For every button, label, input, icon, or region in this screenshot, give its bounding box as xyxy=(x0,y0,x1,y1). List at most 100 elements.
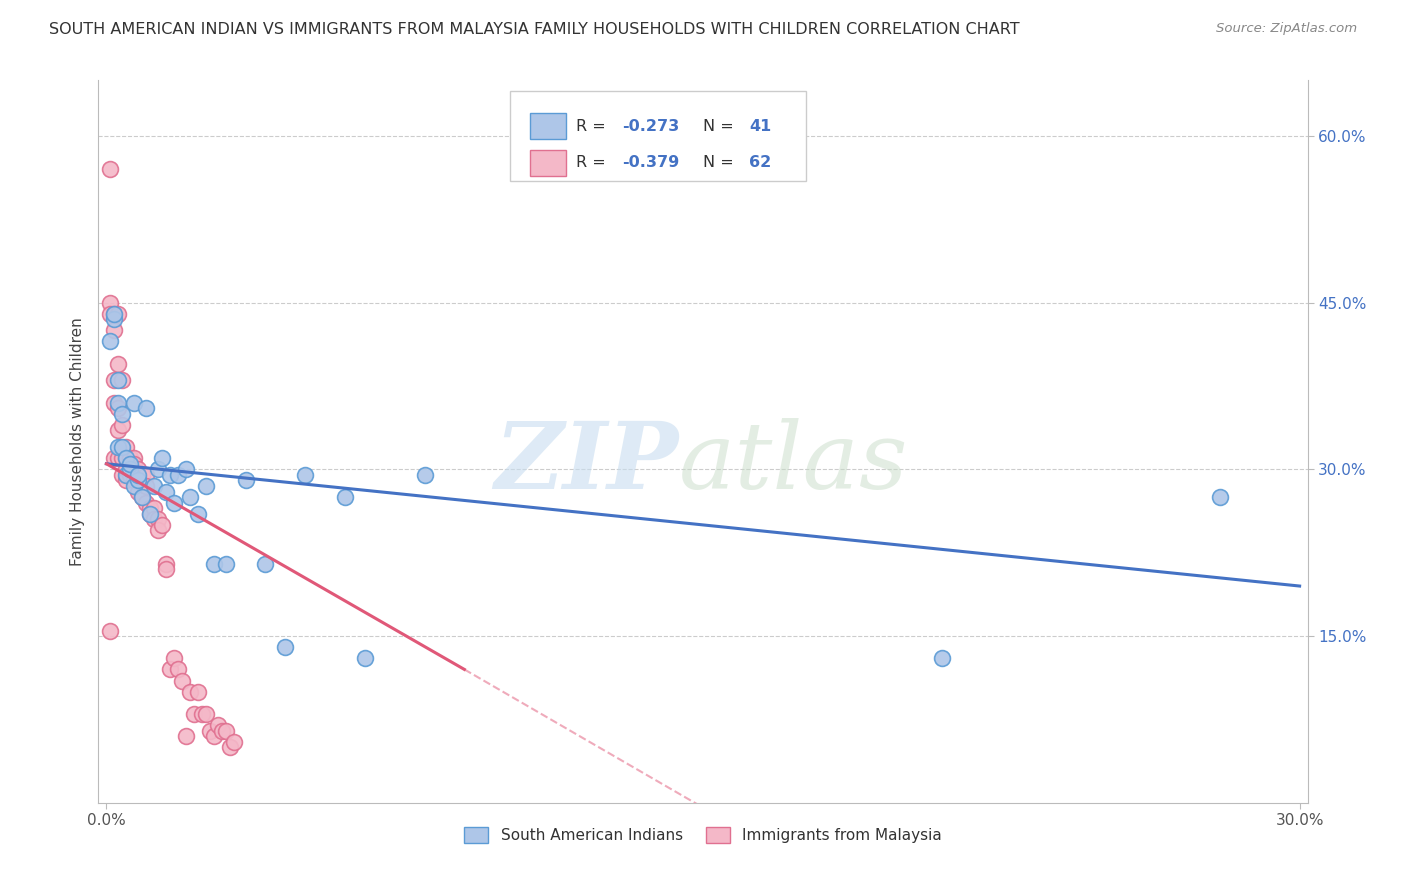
Point xyxy=(215,723,238,738)
Point xyxy=(115,467,138,482)
Point xyxy=(122,457,145,471)
Point xyxy=(107,424,129,438)
Point xyxy=(170,673,193,688)
Point xyxy=(1209,490,1232,504)
Point xyxy=(131,467,153,482)
Point xyxy=(179,490,201,504)
Point xyxy=(131,490,153,504)
Point xyxy=(146,524,169,538)
Point xyxy=(103,373,125,387)
Point xyxy=(274,640,297,655)
Point xyxy=(122,479,145,493)
Point xyxy=(111,467,134,482)
Point xyxy=(98,295,121,310)
Text: R =: R = xyxy=(576,119,612,134)
Text: 41: 41 xyxy=(749,119,772,134)
Point xyxy=(222,734,245,748)
Point xyxy=(202,729,225,743)
Point xyxy=(202,557,225,571)
Point xyxy=(103,451,125,466)
Point xyxy=(143,512,166,526)
Point xyxy=(179,684,201,698)
Point xyxy=(103,312,125,326)
Point xyxy=(98,162,121,177)
Point xyxy=(155,557,177,571)
Point xyxy=(198,723,221,738)
Point xyxy=(111,407,134,421)
Legend: South American Indians, Immigrants from Malaysia: South American Indians, Immigrants from … xyxy=(458,822,948,849)
Text: -0.379: -0.379 xyxy=(621,155,679,170)
Point xyxy=(146,512,169,526)
Point xyxy=(167,662,190,676)
Point xyxy=(294,467,316,482)
Point xyxy=(120,457,142,471)
Point xyxy=(107,307,129,321)
Point xyxy=(127,467,149,482)
Text: -0.273: -0.273 xyxy=(621,119,679,134)
Point xyxy=(127,462,149,476)
Point xyxy=(215,557,238,571)
Point xyxy=(163,651,186,665)
Point xyxy=(115,440,138,454)
Point xyxy=(155,562,177,576)
Point xyxy=(163,496,186,510)
Point xyxy=(194,706,217,721)
Point xyxy=(115,462,138,476)
Point xyxy=(235,474,257,488)
Point xyxy=(98,624,121,638)
FancyBboxPatch shape xyxy=(530,113,567,139)
Point xyxy=(183,706,205,721)
Point xyxy=(107,440,129,454)
Point xyxy=(120,462,142,476)
Point xyxy=(194,479,217,493)
Y-axis label: Family Households with Children: Family Households with Children xyxy=(69,318,84,566)
Point xyxy=(107,395,129,409)
Point xyxy=(254,557,277,571)
Point xyxy=(191,706,214,721)
Point xyxy=(111,373,134,387)
Point xyxy=(107,451,129,466)
Point xyxy=(120,451,142,466)
Point xyxy=(143,479,166,493)
FancyBboxPatch shape xyxy=(509,91,806,181)
Point xyxy=(333,490,356,504)
Point xyxy=(174,729,197,743)
Point xyxy=(115,474,138,488)
Point xyxy=(103,323,125,337)
Point xyxy=(98,334,121,349)
Text: SOUTH AMERICAN INDIAN VS IMMIGRANTS FROM MALAYSIA FAMILY HOUSEHOLDS WITH CHILDRE: SOUTH AMERICAN INDIAN VS IMMIGRANTS FROM… xyxy=(49,22,1019,37)
Point xyxy=(135,401,157,416)
Point xyxy=(139,507,162,521)
Point xyxy=(107,373,129,387)
Point xyxy=(135,467,157,482)
Text: N =: N = xyxy=(703,155,740,170)
Point xyxy=(187,684,209,698)
Point xyxy=(111,440,134,454)
Point xyxy=(413,467,436,482)
Text: Source: ZipAtlas.com: Source: ZipAtlas.com xyxy=(1216,22,1357,36)
Text: R =: R = xyxy=(576,155,612,170)
Point xyxy=(103,395,125,409)
Point xyxy=(354,651,377,665)
Point xyxy=(120,457,142,471)
Point xyxy=(211,723,233,738)
Point xyxy=(167,467,190,482)
Point xyxy=(111,417,134,432)
Point xyxy=(122,451,145,466)
Point xyxy=(155,484,177,499)
Point xyxy=(135,479,157,493)
Point xyxy=(187,507,209,521)
Point xyxy=(139,501,162,516)
Point xyxy=(98,307,121,321)
Point xyxy=(207,718,229,732)
Point xyxy=(159,467,181,482)
Point xyxy=(111,451,134,466)
Point xyxy=(174,462,197,476)
Point xyxy=(122,474,145,488)
Point xyxy=(127,484,149,499)
Text: N =: N = xyxy=(703,119,740,134)
Point xyxy=(120,467,142,482)
Point xyxy=(103,307,125,321)
Point xyxy=(107,401,129,416)
Text: atlas: atlas xyxy=(679,418,908,508)
